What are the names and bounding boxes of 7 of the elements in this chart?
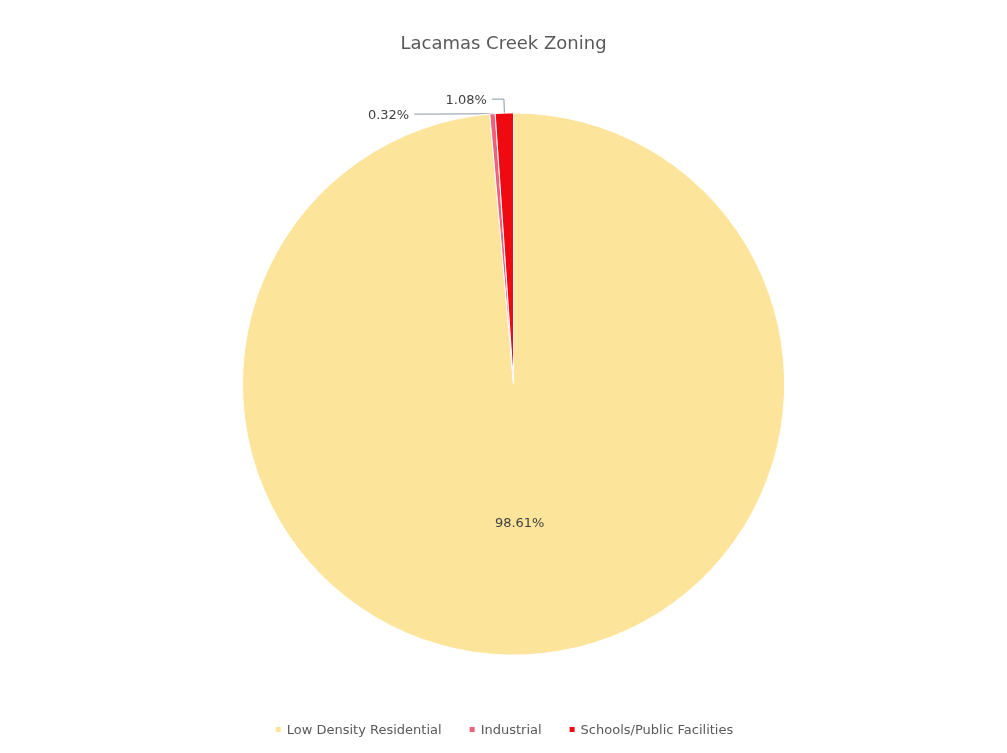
data-label: 0.32% <box>367 106 410 122</box>
legend-label: Low Density Residential <box>286 722 442 737</box>
legend-label: Industrial <box>480 722 542 737</box>
data-label: 98.61% <box>494 514 545 530</box>
legend-label: Schools/Public Facilities <box>580 722 734 737</box>
chart-title: Lacamas Creek Zoning <box>400 31 607 53</box>
data-label: 1.08% <box>445 91 487 107</box>
